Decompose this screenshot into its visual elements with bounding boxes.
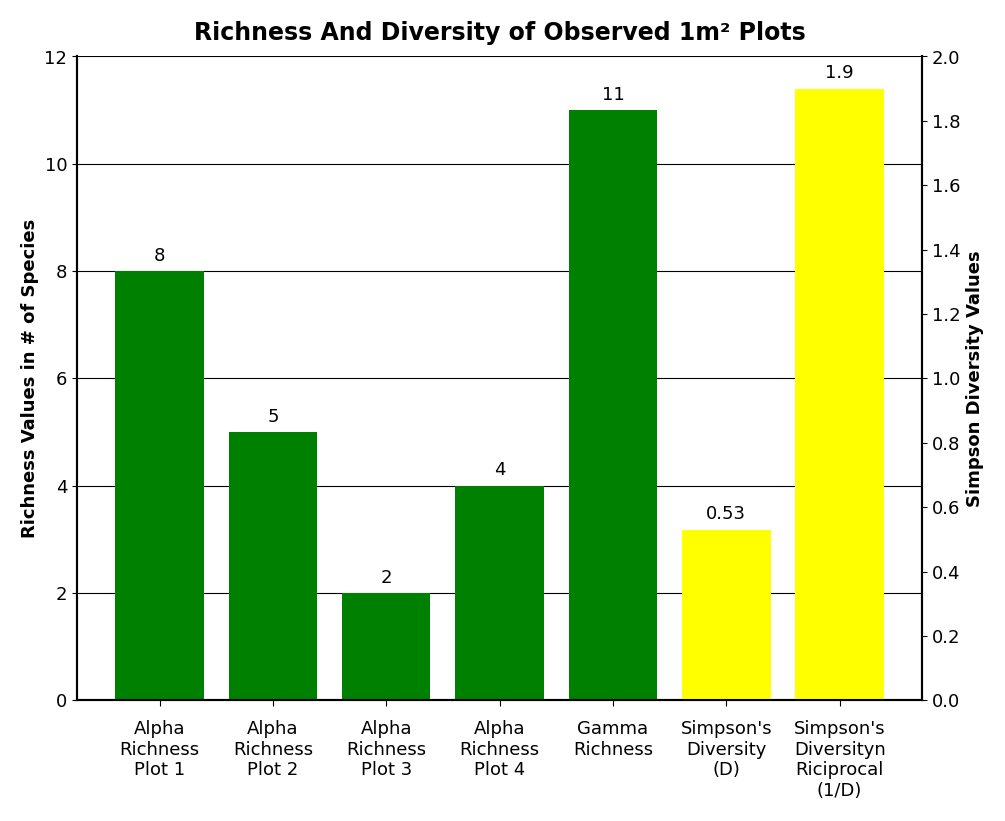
Text: 5: 5 (267, 407, 278, 425)
Y-axis label: Richness Values in # of Species: Richness Values in # of Species (21, 218, 39, 538)
Bar (342, 593, 430, 700)
Text: 4: 4 (493, 461, 506, 479)
Text: 0.53: 0.53 (707, 505, 747, 523)
Text: 2: 2 (381, 569, 392, 586)
Bar (229, 432, 318, 700)
Bar (569, 110, 657, 700)
Bar (116, 271, 204, 700)
Bar (682, 530, 771, 700)
Text: 1.9: 1.9 (825, 64, 854, 82)
Title: Richness And Diversity of Observed 1m² Plots: Richness And Diversity of Observed 1m² P… (194, 21, 805, 45)
Y-axis label: Simpson Diversity Values: Simpson Diversity Values (966, 250, 984, 507)
Text: 11: 11 (602, 85, 624, 103)
Text: 8: 8 (154, 246, 165, 264)
Bar (795, 89, 883, 700)
Bar (455, 486, 544, 700)
